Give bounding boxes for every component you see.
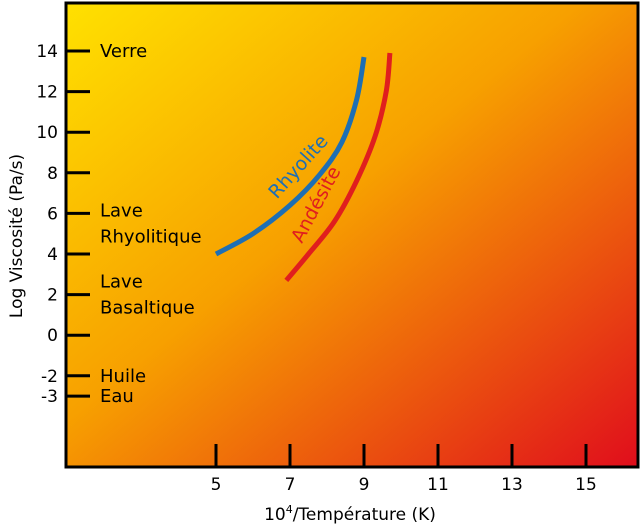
y-tick-label: 0 [47, 326, 58, 346]
x-axis-title-sup: 4 [286, 503, 293, 516]
x-tick-label: 13 [501, 475, 523, 495]
y-tick-label: 12 [36, 83, 58, 103]
x-axis-ticks: 5 7 9 11 13 15 [211, 444, 597, 495]
x-axis-title-rest: /Température (K) [293, 505, 436, 525]
y-axis-title: Log Viscosité (Pa/s) [7, 154, 27, 318]
annotation-label: Lave Basaltique [100, 272, 195, 319]
series-line-rhyolite [214, 56, 367, 257]
y-tick-label: 8 [47, 164, 58, 184]
annotation-line: Lave [100, 201, 143, 222]
y-tick-label: 2 [47, 286, 58, 306]
x-tick-label: 7 [285, 475, 296, 495]
annotation-line: Lave [100, 272, 143, 293]
annotation-label: Lave Rhyolitique [100, 201, 202, 248]
annotation-line: Huile [100, 366, 146, 387]
material-annotations: Verre Lave Rhyolitique Lave Basaltique HuileE… [100, 41, 202, 407]
plot-background [64, 1, 640, 469]
x-axis-title: 104/Température (K) [264, 503, 436, 525]
annotation-line: Rhyolitique [100, 227, 202, 248]
x-axis-title-base: 10 [264, 505, 286, 525]
annotation-label: Eau [100, 386, 134, 407]
y-tick-label: 4 [47, 245, 58, 265]
annotation-label: Verre [100, 41, 147, 62]
x-tick-label: 9 [359, 475, 370, 495]
series-line-andsite [284, 52, 393, 282]
y-tick-label: -3 [41, 387, 58, 407]
y-axis-ticks: 14 12 10 8 6 4 2 0 -2-3 [36, 42, 90, 407]
y-tick-label: 14 [36, 42, 58, 62]
x-tick-label: 11 [427, 475, 449, 495]
annotation-line: Eau [100, 386, 134, 407]
y-tick-label: 6 [47, 204, 58, 224]
y-tick-label: 10 [36, 123, 58, 143]
x-tick-label: 5 [211, 475, 222, 495]
annotation-line: Verre [100, 41, 147, 62]
annotation-label: Huile [100, 366, 146, 387]
annotation-line: Basaltique [100, 298, 195, 319]
x-tick-label: 15 [575, 475, 597, 495]
y-tick-label: -2 [41, 367, 58, 387]
